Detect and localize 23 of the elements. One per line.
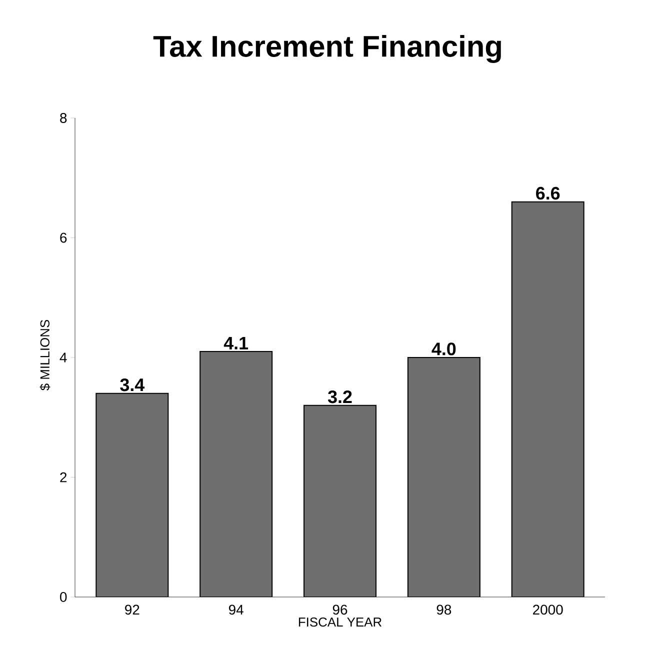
y-tick-label: 4	[60, 352, 67, 362]
x-axis-title: FISCAL YEAR	[298, 617, 382, 627]
bar	[304, 404, 377, 597]
bar	[200, 351, 273, 597]
x-tick-label: 96	[332, 604, 348, 615]
y-tick-label: 8	[60, 113, 67, 123]
bar	[407, 357, 480, 597]
bar	[511, 201, 584, 597]
x-tick-label: 94	[228, 604, 244, 615]
x-tick-label: 2000	[533, 604, 563, 615]
y-tick-label: 2	[60, 472, 67, 482]
x-tick-label: 92	[125, 604, 140, 615]
data-label: 4.1	[224, 336, 248, 350]
data-label: 3.4	[120, 378, 145, 392]
x-tick-label: 98	[436, 604, 452, 615]
y-axis-title: $ MILLIONS	[40, 320, 50, 390]
bar	[96, 392, 169, 597]
data-label: 4.0	[432, 342, 456, 356]
data-label: 3.2	[328, 390, 352, 404]
chart-title: Tax Increment Financing	[153, 35, 501, 63]
y-tick-label: 6	[60, 232, 67, 243]
y-tick-label: 0	[60, 592, 67, 602]
data-label: 6.6	[536, 186, 560, 200]
